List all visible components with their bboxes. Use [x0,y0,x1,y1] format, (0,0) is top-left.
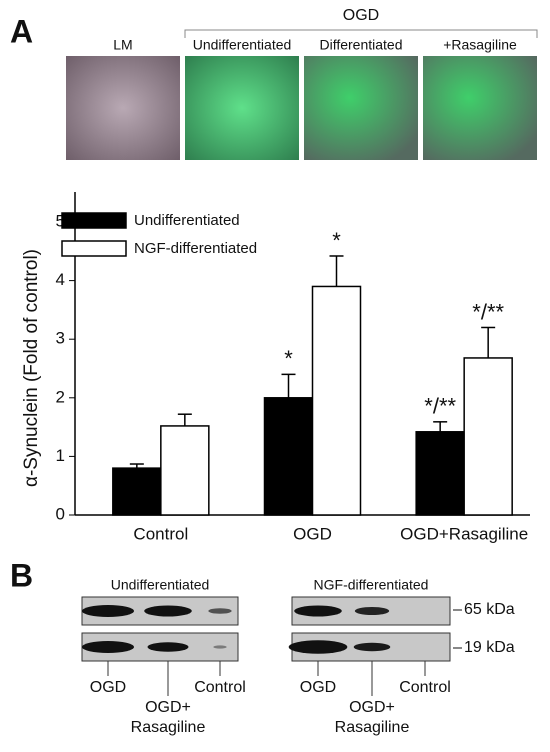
marker-label: 19 kDa [464,639,515,656]
annotation: */** [424,394,456,419]
panel-label: A [10,13,33,49]
lane-label: OGD+ [145,699,191,716]
band [147,642,189,652]
bar [415,431,465,516]
annotation: * [332,228,341,253]
lane-label: Rasagiline [335,719,410,736]
blots: Undifferentiated OGD OGD+ Rasagiline Control… [81,577,515,736]
micrograph [185,56,299,160]
blot-title: Undifferentiated [111,577,210,593]
band [288,640,348,654]
band [354,607,390,615]
legend-swatch [61,240,127,257]
y-tick-label: 2 [56,387,65,406]
bar [263,397,314,516]
y-tick-label: 1 [56,446,65,465]
annotation: */** [472,299,504,324]
y-axis-label: α-Synuclein (Fold of control) [21,249,42,487]
legend-swatch [61,212,127,229]
annotation: * [284,346,293,371]
micrograph [66,56,180,160]
image-label: Differentiated [319,37,402,53]
micrograph [304,56,418,160]
image-label: Undifferentiated [193,37,292,53]
group-label: OGD [343,7,379,24]
bar [112,467,162,516]
band [213,645,227,649]
band [294,605,342,617]
x-tick-label: Control [133,524,188,543]
image-label: LM [113,37,132,53]
y-tick-label: 5 [56,211,65,230]
bar [463,357,513,516]
band [208,608,232,614]
lane-label: Rasagiline [131,719,206,736]
lane-label: Control [194,679,246,696]
image-label: +Rasagiline [443,37,517,53]
bracket [184,29,538,38]
micrograph [423,56,537,160]
legend-label: Undifferentiated [134,212,240,229]
bar [160,425,210,516]
band [82,641,134,653]
x-tick-label: OGD [293,524,332,543]
marker-label: 65 kDa [464,601,515,618]
band [82,605,134,617]
y-tick-label: 3 [56,329,65,348]
lane-label: OGD+ [349,699,395,716]
x-tick-label: OGD+Rasagiline [400,524,528,543]
lane-label: OGD [300,679,336,696]
bar [311,285,362,516]
panel-label: B [10,557,33,593]
y-tick-label: 0 [56,504,65,523]
blot-title: NGF-differentiated [314,577,429,593]
lane-label: OGD [90,679,126,696]
band [144,605,192,617]
lane-label: Control [399,679,451,696]
y-tick-label: 4 [56,270,65,289]
band [353,642,391,652]
legend-label: NGF-differentiated [134,240,257,257]
